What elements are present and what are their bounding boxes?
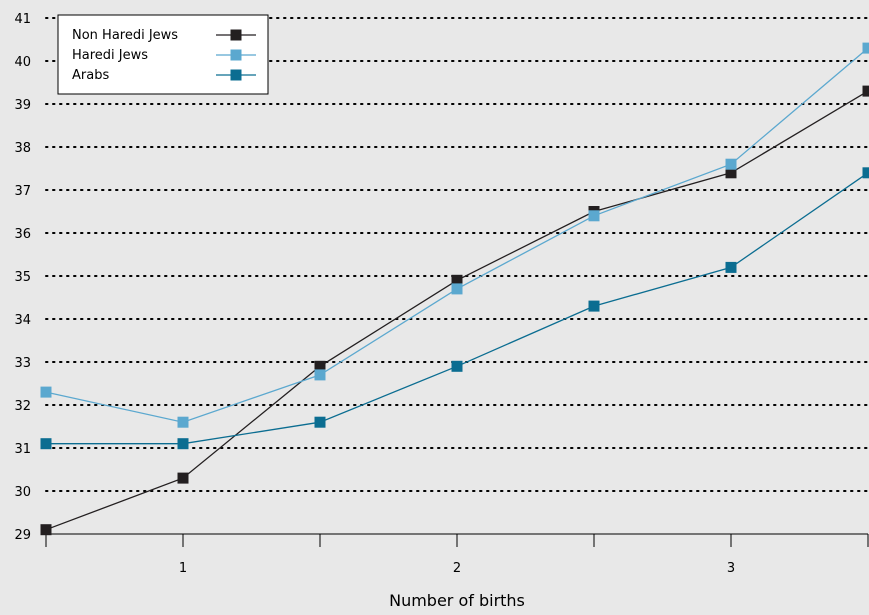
x-tick-label: 1 <box>179 561 187 576</box>
y-tick-label: 34 <box>14 313 31 328</box>
data-point <box>40 524 52 536</box>
legend-label: Arabs <box>72 68 109 83</box>
legend-marker <box>230 49 242 61</box>
series-group <box>40 42 869 536</box>
series-line <box>45 90 869 531</box>
data-point <box>177 472 189 484</box>
data-point <box>451 360 463 372</box>
data-point <box>451 274 463 286</box>
y-tick-labels: 29 30 31 32 33 34 35 36 37 38 39 40 41 <box>14 12 31 543</box>
data-point <box>862 85 869 97</box>
y-tick-label: 29 <box>14 528 31 543</box>
data-point <box>451 283 463 295</box>
y-tick-label: 37 <box>14 184 31 199</box>
y-tick-label: 36 <box>14 227 31 242</box>
legend-marker <box>230 29 242 41</box>
data-point <box>314 360 326 372</box>
data-point <box>40 438 52 450</box>
data-point <box>177 438 189 450</box>
y-tick-label: 40 <box>14 55 31 70</box>
data-point <box>588 210 600 222</box>
x-axis-title: Number of births <box>389 591 525 610</box>
data-point <box>725 261 737 273</box>
y-tick-label: 39 <box>14 98 31 113</box>
series-line <box>46 172 869 445</box>
x-ticks: 1 2 3 <box>45 534 869 576</box>
data-point <box>40 386 52 398</box>
data-point <box>177 416 189 428</box>
gridlines <box>45 17 869 492</box>
data-point <box>862 167 869 179</box>
data-point <box>862 42 869 54</box>
y-tick-label: 38 <box>14 141 31 156</box>
data-point <box>314 416 326 428</box>
y-tick-label: 41 <box>14 12 31 27</box>
x-tick-label: 3 <box>727 561 735 576</box>
legend-label: Non Haredi Jews <box>72 28 178 43</box>
data-point <box>314 369 326 381</box>
y-tick-label: 31 <box>14 442 31 457</box>
legend-label: Haredi Jews <box>72 48 148 63</box>
y-tick-label: 35 <box>14 270 31 285</box>
y-tick-label: 30 <box>14 485 31 500</box>
legend: Non Haredi Jews Haredi Jews Arabs <box>57 14 269 95</box>
data-point <box>725 158 737 170</box>
data-point <box>588 300 600 312</box>
y-tick-label: 32 <box>14 399 31 414</box>
x-tick-label: 2 <box>453 561 461 576</box>
y-tick-label: 33 <box>14 356 31 371</box>
legend-marker <box>230 69 242 81</box>
data-point <box>725 167 737 179</box>
